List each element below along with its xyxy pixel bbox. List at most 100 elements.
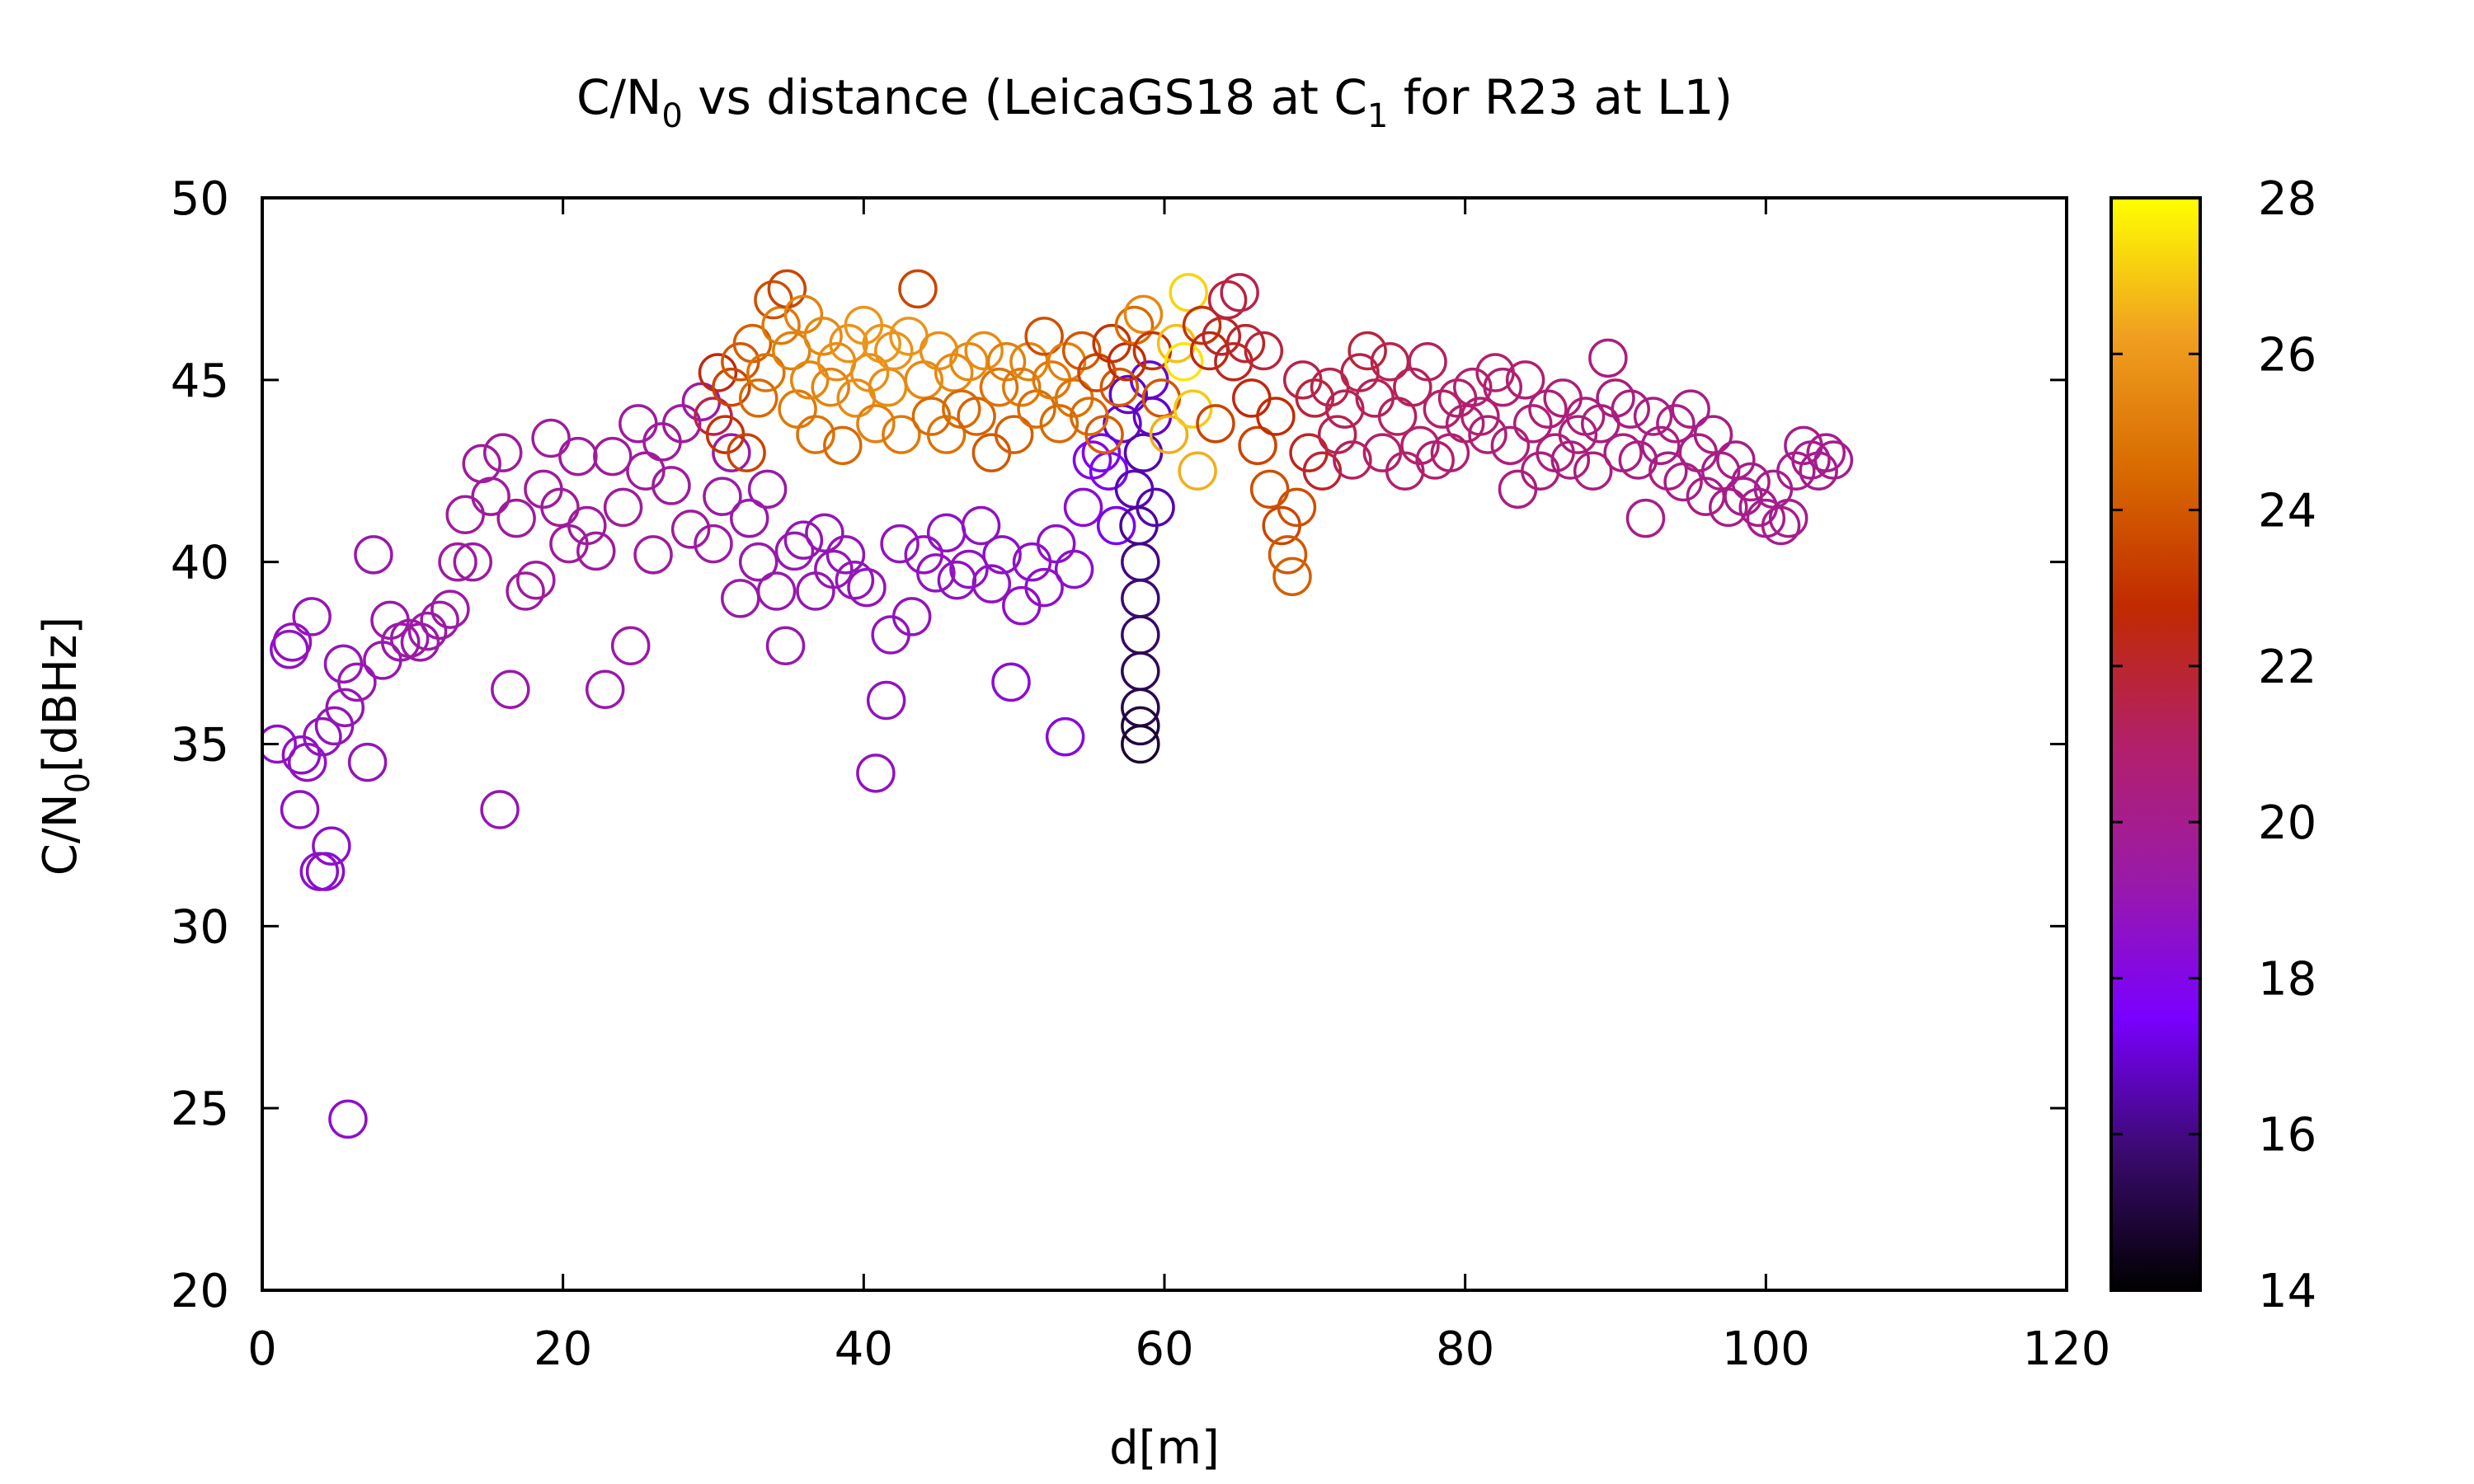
colorbar-tick-label: 28 (2258, 172, 2316, 226)
data-point (287, 742, 327, 782)
data-point (934, 353, 974, 392)
data-point (919, 331, 959, 371)
colorbar-tick-label: 14 (2258, 1265, 2316, 1318)
data-point (991, 662, 1031, 702)
data-point (898, 269, 938, 309)
data-point (1136, 487, 1175, 528)
data-point (961, 505, 1001, 546)
data-point (856, 754, 896, 793)
x-tick-label: 0 (247, 1322, 277, 1376)
x-tick-label: 20 (534, 1322, 592, 1376)
y-axis-ticks: 20 25 30 35 40 45 50 (171, 172, 2067, 1318)
data-point (1178, 451, 1217, 491)
data-point (462, 444, 501, 484)
colorbar-tick-label: 18 (2258, 952, 2316, 1006)
data-point (1813, 440, 1854, 480)
data-point (1220, 273, 1259, 312)
data-point (1002, 585, 1042, 626)
data-point (1558, 415, 1598, 454)
data-point (874, 331, 914, 371)
data-point (856, 404, 896, 444)
colorbar-tick-label: 20 (2258, 796, 2316, 850)
data-point (746, 353, 786, 392)
data-point (1277, 487, 1317, 528)
data-point (982, 535, 1022, 575)
data-point (703, 477, 742, 516)
data-point (1731, 462, 1771, 502)
data-point (880, 524, 920, 564)
data-point (337, 662, 377, 702)
colorbar (2109, 196, 2202, 1292)
data-point (1656, 404, 1696, 444)
y-tick-label: 50 (171, 172, 229, 226)
data-point (633, 535, 673, 575)
colorbar-tick-label: 24 (2258, 485, 2316, 538)
data-point (979, 367, 1019, 407)
data-point (1121, 724, 1160, 764)
data-point (328, 1099, 368, 1139)
data-point (1505, 360, 1545, 400)
data-point (1244, 331, 1284, 371)
data-point (314, 706, 355, 746)
data-point (926, 513, 967, 553)
data-point (761, 305, 801, 345)
data-point (756, 571, 797, 611)
data-point (721, 579, 760, 618)
data-point (957, 397, 996, 436)
y-tick-label: 20 (171, 1265, 229, 1318)
data-point (585, 669, 625, 709)
data-point (882, 415, 921, 454)
data-point (1640, 425, 1681, 466)
y-tick-label: 30 (171, 900, 229, 954)
data-point (1693, 415, 1733, 454)
x-tick-label: 100 (1722, 1322, 1810, 1376)
data-point (1625, 498, 1666, 538)
data-point (1256, 397, 1296, 436)
data-point (347, 742, 388, 782)
data-point (986, 342, 1027, 382)
data-point (1061, 331, 1102, 371)
y-tick-label: 35 (171, 719, 229, 773)
data-point (971, 564, 1012, 603)
data-point (506, 571, 545, 611)
x-axis-ticks: 0 20 40 60 80 100 120 (247, 198, 2110, 1376)
data-point (1107, 342, 1147, 382)
data-point (1325, 389, 1365, 429)
data-point (796, 415, 835, 454)
data-point (1700, 451, 1741, 491)
data-point (803, 317, 843, 356)
data-point (1550, 440, 1591, 480)
data-point (1123, 433, 1164, 472)
data-point (303, 716, 342, 757)
data-point (783, 520, 824, 560)
data-point (847, 567, 887, 608)
data-point (1268, 535, 1308, 575)
data-point (558, 436, 598, 477)
data-point (1393, 367, 1432, 407)
data-point (531, 418, 571, 458)
data-point (772, 331, 811, 371)
data-point (1348, 331, 1387, 371)
data-point (1761, 505, 1801, 546)
data-point (1096, 505, 1136, 546)
data-point (1196, 404, 1235, 444)
data-point (823, 425, 863, 466)
data-point (712, 433, 751, 472)
data-point (747, 469, 788, 510)
data-point (916, 553, 956, 593)
data-point (1333, 440, 1372, 480)
data-point (400, 622, 440, 662)
data-point (1400, 425, 1440, 466)
data-point (694, 524, 733, 564)
data-point (272, 622, 313, 662)
chart-title: C/N0 vs distance (LeicaGS18 at C1 for R2… (576, 69, 1733, 135)
data-point (491, 669, 530, 709)
data-point (1238, 425, 1277, 466)
data-point (1063, 487, 1103, 528)
data-point (312, 826, 351, 866)
data-point (471, 477, 510, 516)
x-tick-label: 120 (2023, 1322, 2111, 1376)
x-tick-label: 80 (1436, 1322, 1494, 1376)
data-point (1232, 378, 1272, 418)
data-point (496, 498, 536, 538)
